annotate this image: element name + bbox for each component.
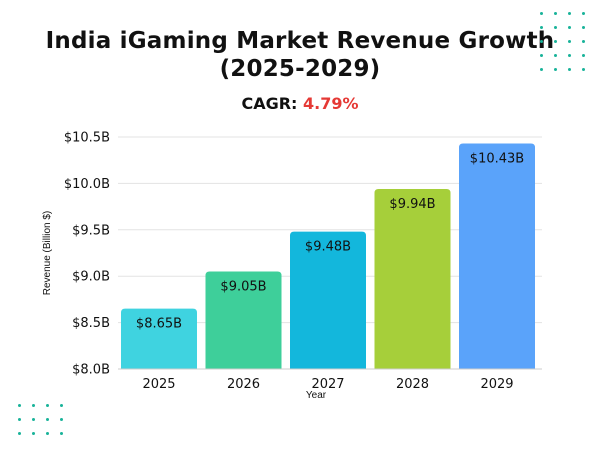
decorative-dot bbox=[540, 54, 543, 57]
decorative-dot bbox=[568, 54, 571, 57]
cagr-value: 4.79% bbox=[303, 94, 359, 113]
decorative-dot bbox=[540, 26, 543, 29]
decorative-dot bbox=[568, 40, 571, 43]
bar-2026 bbox=[205, 271, 282, 369]
y-axis-title: Revenue (Billion $) bbox=[42, 211, 53, 296]
bar-data-label: $10.43B bbox=[470, 151, 524, 166]
chart-title-line-2: (2025-2029) bbox=[219, 56, 381, 82]
y-tick-label: $10.5B bbox=[64, 131, 110, 146]
decorative-dot bbox=[32, 432, 35, 435]
decorative-dot bbox=[554, 40, 557, 43]
decorative-dot bbox=[60, 432, 63, 435]
decorative-dot bbox=[60, 418, 63, 421]
bar-2025 bbox=[121, 308, 197, 369]
x-tick-label: 2027 bbox=[311, 377, 344, 392]
decorative-dot bbox=[582, 40, 585, 43]
decorative-dot bbox=[46, 418, 49, 421]
decorative-dot bbox=[568, 12, 571, 15]
bar-data-label: $9.48B bbox=[305, 240, 351, 255]
y-tick-label: $9.5B bbox=[72, 223, 110, 238]
decorative-dot bbox=[554, 26, 557, 29]
decorative-dot bbox=[540, 12, 543, 15]
y-tick-label: $10.0B bbox=[64, 177, 110, 192]
y-tick-label: $8.0B bbox=[72, 363, 110, 378]
bar-data-label: $9.05B bbox=[220, 280, 266, 295]
y-tick-label: $8.5B bbox=[72, 316, 110, 331]
bar-2029 bbox=[459, 143, 535, 369]
decorative-dot bbox=[60, 404, 63, 407]
bar-data-label: $9.94B bbox=[389, 197, 435, 212]
decorative-dot bbox=[32, 404, 35, 407]
decorative-dot bbox=[18, 404, 21, 407]
decorative-dot bbox=[18, 418, 21, 421]
chart-title-line-1: India iGaming Market Revenue Growth bbox=[45, 28, 555, 54]
bar-2027 bbox=[290, 231, 366, 369]
y-axis-ticks: $8.0B $8.5B $9.0B $9.5B $10.0B $10.5B bbox=[64, 131, 110, 378]
bar-2028 bbox=[374, 188, 451, 369]
decorative-dot bbox=[540, 68, 543, 71]
x-tick-label: 2029 bbox=[480, 377, 513, 392]
decorative-dot bbox=[554, 54, 557, 57]
bar-data-labels: $8.65B $9.05B $9.48B $9.94B $10.43B bbox=[136, 151, 524, 331]
decorative-dot bbox=[540, 40, 543, 43]
decorative-dot bbox=[582, 12, 585, 15]
cagr-label: CAGR: bbox=[241, 94, 298, 113]
bars bbox=[121, 143, 535, 369]
bar-data-label: $8.65B bbox=[136, 317, 182, 332]
decorative-dot bbox=[32, 418, 35, 421]
y-tick-label: $9.0B bbox=[72, 270, 110, 285]
decorative-dot bbox=[18, 432, 21, 435]
decorative-dot bbox=[46, 404, 49, 407]
decorative-dot bbox=[568, 68, 571, 71]
decorative-dot bbox=[582, 54, 585, 57]
decorative-dot bbox=[46, 432, 49, 435]
decorative-dot bbox=[568, 26, 571, 29]
x-tick-label: 2026 bbox=[227, 377, 260, 392]
decorative-dot bbox=[554, 68, 557, 71]
x-tick-label: 2028 bbox=[396, 377, 429, 392]
x-axis-title: Year bbox=[306, 390, 327, 401]
x-axis-ticks: 2025 2026 2027 2028 2029 bbox=[142, 377, 513, 392]
decorative-dot bbox=[582, 68, 585, 71]
decorative-dot bbox=[582, 26, 585, 29]
cagr-summary: CAGR: 4.79% bbox=[0, 94, 600, 113]
decorative-dot bbox=[554, 12, 557, 15]
x-tick-label: 2025 bbox=[142, 377, 175, 392]
